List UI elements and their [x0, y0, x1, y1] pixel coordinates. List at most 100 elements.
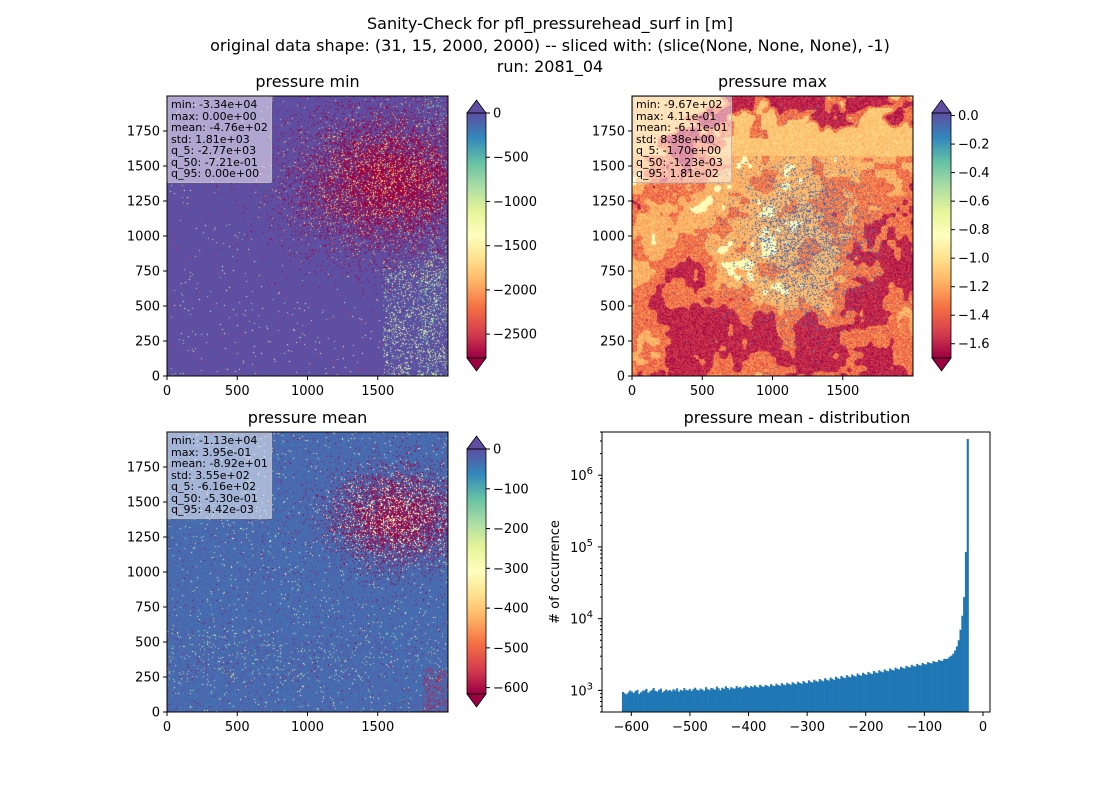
- colorbar-tick-label: −0.4: [958, 166, 990, 181]
- histogram-bar: [881, 672, 884, 712]
- map-frame: [631, 95, 914, 377]
- histogram-bar: [654, 690, 657, 712]
- y-tick-label: 1500: [127, 496, 160, 511]
- histogram-bar: [717, 688, 720, 712]
- histogram-bar: [876, 673, 879, 712]
- y-tick-label: 0: [617, 370, 625, 385]
- stats-line: min: -3.34e+04: [171, 98, 258, 111]
- histogram-bar: [719, 690, 722, 712]
- histogram-bar: [679, 689, 682, 712]
- histogram-bar: [804, 682, 807, 712]
- y-tick-label: 1250: [592, 195, 625, 210]
- histogram-bar: [955, 646, 958, 712]
- y-tick-label: 1750: [127, 125, 160, 140]
- histogram-bar: [744, 685, 747, 712]
- colorbar-extend-top: [466, 435, 487, 450]
- histogram-bar: [852, 675, 856, 712]
- x-tick-label: 500: [225, 384, 250, 399]
- histogram-bar: [869, 673, 872, 712]
- histogram-bar: [945, 659, 948, 712]
- histogram-bar: [712, 688, 715, 712]
- histogram-bar: [661, 692, 664, 712]
- histogram-bar: [928, 662, 931, 712]
- histogram-bar: [658, 689, 661, 712]
- histogram-bar: [892, 670, 895, 712]
- histogram-bar: [627, 692, 630, 712]
- histogram-bar: [656, 691, 659, 712]
- colorbar-tick-label: −1.2: [958, 280, 990, 295]
- histogram-bar: [791, 682, 794, 712]
- histogram-bar: [768, 686, 771, 712]
- histogram-bar: [793, 683, 796, 712]
- histogram-bar: [898, 669, 901, 712]
- histogram-bar: [831, 678, 834, 712]
- histogram-bar: [921, 662, 924, 712]
- histogram-bar: [809, 681, 812, 712]
- figure-title-line-1: Sanity-Check for pfl_pressurehead_surf i…: [367, 14, 733, 33]
- histogram-bar: [912, 666, 915, 712]
- histogram-bar: [789, 684, 792, 712]
- y-tick-label: 750: [135, 265, 160, 280]
- histogram-bar: [863, 674, 866, 712]
- y-tick-label: 500: [600, 300, 625, 315]
- histogram-bar: [697, 690, 700, 712]
- colorbar-tick-label: −0.6: [958, 195, 990, 210]
- histogram-bar: [625, 694, 628, 712]
- y-tick-label: 750: [600, 265, 625, 280]
- histogram-bar: [750, 686, 753, 712]
- figure-title-line-3: run: 2081_04: [496, 57, 604, 76]
- histogram-bar: [865, 674, 868, 712]
- histogram-bar: [961, 615, 964, 712]
- histogram-bar: [677, 691, 680, 712]
- histogram-bar: [634, 691, 637, 712]
- histogram-bar: [862, 672, 865, 712]
- stats-line: q_5: -2.77e+03: [171, 144, 257, 157]
- histogram-bar: [760, 686, 764, 712]
- histogram-bar: [950, 655, 953, 712]
- histogram-bar: [822, 681, 825, 712]
- colorbar-tick-label: −1000: [493, 195, 537, 210]
- histogram-bar: [632, 693, 635, 712]
- histogram-bar: [927, 662, 930, 712]
- colorbar-frame: [931, 112, 952, 359]
- histogram-bar: [699, 688, 702, 712]
- histogram-bar: [874, 672, 877, 712]
- colorbar-tick-label: −1.4: [958, 309, 990, 324]
- histogram-bar: [759, 684, 762, 712]
- histogram-bar: [811, 682, 814, 712]
- histogram-bar: [957, 640, 960, 712]
- histogram-bar: [639, 692, 643, 712]
- histogram-bar: [703, 690, 706, 712]
- histogram-bar: [708, 690, 711, 712]
- histogram-bar: [833, 679, 836, 712]
- colorbar-tick-label: −200: [493, 522, 529, 537]
- histogram-bar: [742, 687, 745, 712]
- stats-line: std: 1.81e+03: [171, 132, 250, 146]
- histogram-bar: [966, 438, 969, 712]
- histogram-bar: [688, 688, 691, 712]
- histogram-bar: [907, 666, 910, 712]
- histogram-bar: [733, 688, 736, 712]
- histogram-bar: [925, 664, 928, 712]
- colorbar-tick-label: −100: [493, 482, 529, 497]
- histogram-bar: [871, 674, 874, 712]
- histogram-bar: [652, 688, 655, 712]
- histogram-bar: [636, 689, 639, 712]
- histogram-bar: [630, 691, 634, 712]
- histogram-bar: [674, 690, 677, 712]
- y-tick-label: 0: [152, 706, 160, 721]
- y-tick-label: 105: [570, 538, 593, 556]
- panel-title-distribution: pressure mean - distribution: [683, 408, 911, 427]
- histogram-bar: [692, 689, 695, 712]
- histogram-bar: [735, 686, 738, 712]
- histogram-bar: [775, 683, 778, 712]
- stats-line: q_50: -1.23e-03: [636, 155, 723, 169]
- histogram-bar: [773, 686, 776, 712]
- histogram-bar: [963, 597, 966, 712]
- histogram-bar: [721, 687, 724, 712]
- colorbar-tick-label: −500: [493, 151, 529, 166]
- histogram-bar: [645, 688, 648, 712]
- stats-line: min: -1.13e+04: [171, 434, 258, 447]
- figure-title-line-2: original data shape: (31, 15, 2000, 2000…: [210, 36, 890, 55]
- histogram-bar: [780, 683, 783, 712]
